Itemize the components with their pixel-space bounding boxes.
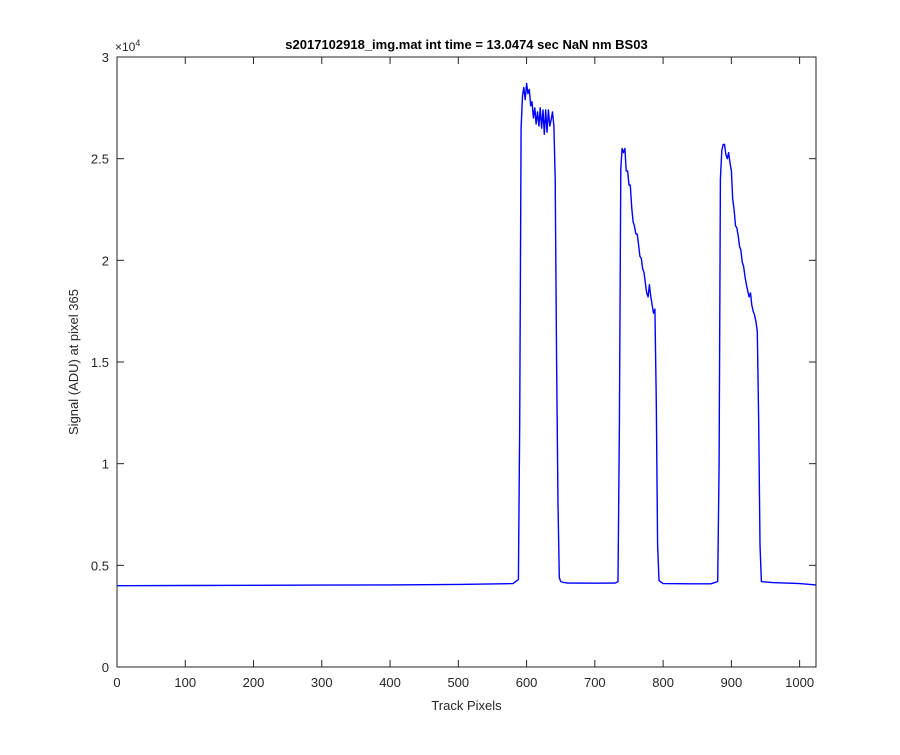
y-axis-exponent-base: ×10	[115, 40, 136, 54]
y-tick-label: 1	[102, 457, 109, 472]
x-tick-label: 400	[379, 675, 401, 690]
x-tick-label: 500	[447, 675, 469, 690]
series-line-1	[116, 82, 817, 587]
x-tick-label: 600	[516, 675, 538, 690]
plot-area	[117, 57, 816, 667]
y-axis-title: Signal (ADU) at pixel 365	[66, 289, 81, 435]
x-tick-label: 300	[311, 675, 333, 690]
y-tick-label: 2	[102, 253, 109, 268]
x-tick-label: 700	[584, 675, 606, 690]
y-axis-exponent-label: ×104	[115, 38, 140, 54]
x-axis-title: Track Pixels	[431, 698, 502, 713]
labels-layer: s2017102918_img.mat int time = 13.0474 s…	[66, 37, 648, 713]
y-tick-label: 0	[102, 660, 109, 675]
y-tick-label: 1.5	[91, 355, 109, 370]
chart-title: s2017102918_img.mat int time = 13.0474 s…	[285, 37, 647, 52]
y-axis-exponent-power: 4	[135, 38, 140, 48]
y-tick-label: 3	[102, 50, 109, 65]
y-tick-label: 0.5	[91, 558, 109, 573]
x-tick-label: 1000	[785, 675, 814, 690]
x-tick-label: 200	[243, 675, 265, 690]
data-layer	[116, 82, 817, 587]
x-tick-label: 800	[652, 675, 674, 690]
y-tick-label: 2.5	[91, 152, 109, 167]
plot-frame	[116, 56, 817, 668]
ticks-layer: 0 100 200 300 400 500 600 700 800 900 1000 0 0.5 1 1.5…	[91, 50, 816, 690]
x-tick-label: 0	[113, 675, 120, 690]
x-tick-label: 100	[174, 675, 196, 690]
x-tick-label: 900	[721, 675, 743, 690]
